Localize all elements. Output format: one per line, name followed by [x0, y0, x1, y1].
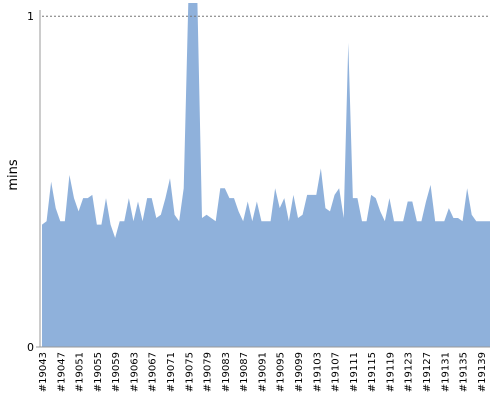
- x-tick-label: #19115: [367, 352, 378, 392]
- x-tick-label: #19071: [166, 352, 177, 392]
- x-tick-label: #19139: [477, 352, 488, 392]
- x-tick-label: #19103: [312, 352, 323, 392]
- y-tick-label: 1: [27, 10, 34, 23]
- x-tick-label: #19047: [56, 352, 67, 392]
- x-tick-label: #19127: [422, 352, 433, 392]
- x-tick-label: #19087: [239, 352, 250, 392]
- x-tick-label: #19107: [331, 352, 342, 392]
- y-axis-label: mins: [6, 159, 21, 191]
- x-tick-label: #19131: [440, 352, 451, 392]
- x-tick-label: #19067: [148, 352, 159, 392]
- x-tick-label: #19095: [276, 352, 287, 392]
- x-tick-label: #19063: [129, 352, 140, 392]
- x-tick-label: #19123: [404, 352, 415, 392]
- x-tick-label: #19075: [184, 352, 195, 392]
- x-tick-label: #19043: [38, 352, 49, 392]
- area: [42, 3, 490, 347]
- y-tick-label: 0: [27, 341, 34, 354]
- x-tick-label: #19059: [111, 352, 122, 392]
- x-tick-label: #19099: [294, 352, 305, 392]
- x-tick-label: #19119: [385, 352, 396, 392]
- x-tick-label: #19079: [203, 352, 214, 392]
- x-tick-label: #19135: [459, 352, 470, 392]
- x-tick-label: #19055: [93, 352, 104, 392]
- x-tick-label: #19111: [349, 352, 360, 392]
- x-tick-label: #19051: [75, 352, 86, 392]
- x-tick-label: #19091: [257, 352, 268, 392]
- x-tick-label: #19083: [221, 352, 232, 392]
